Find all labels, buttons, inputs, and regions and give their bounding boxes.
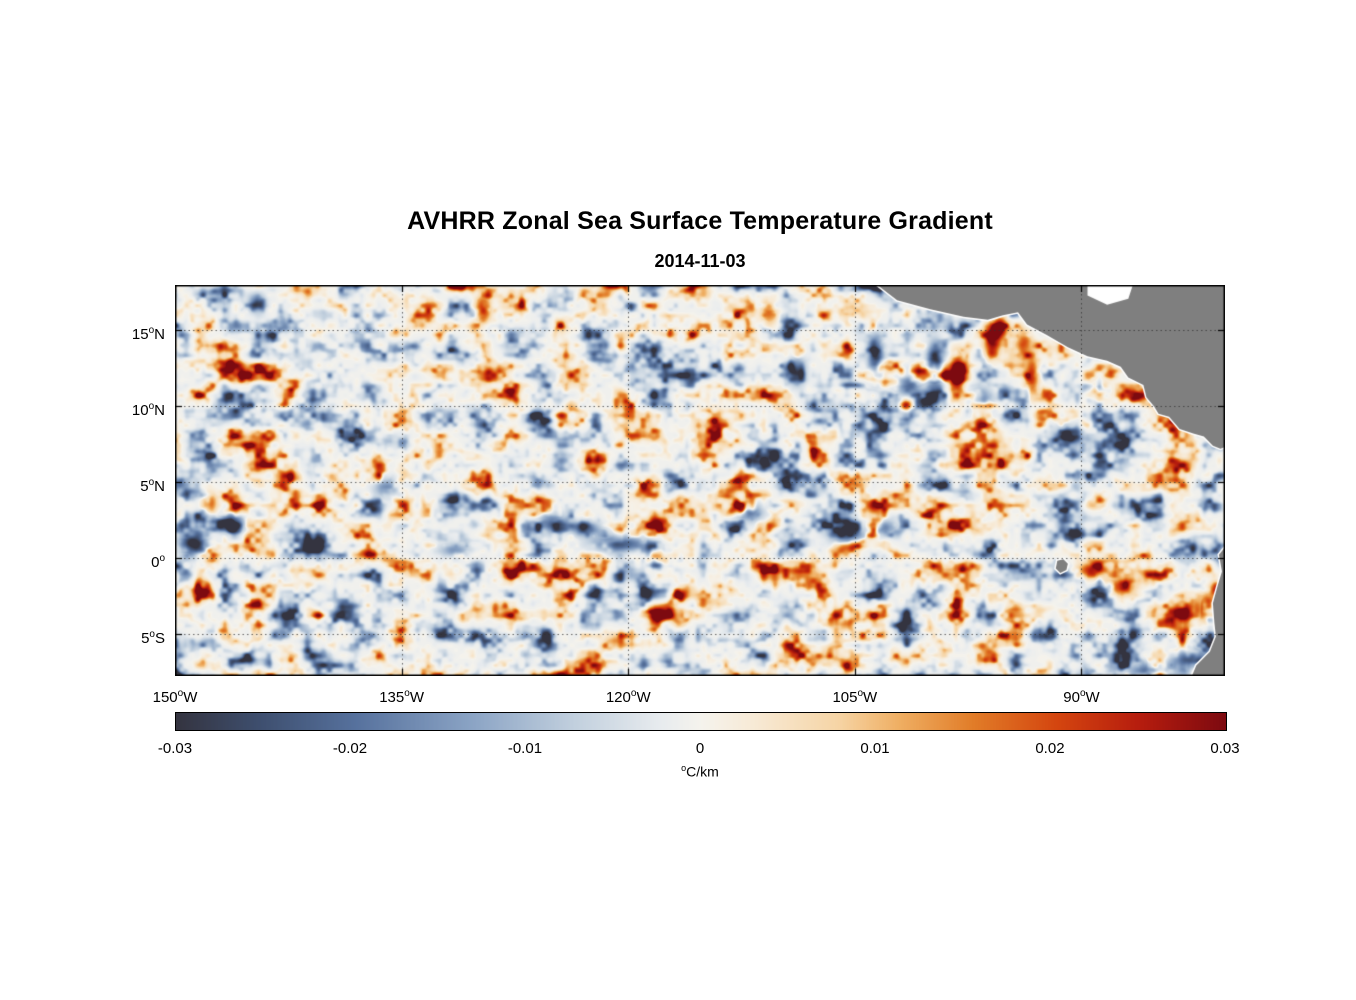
colorbar-tick-label: 0.01 <box>860 740 890 757</box>
lon-tick-label: 105oW <box>832 688 878 706</box>
lat-tick-label: 0o <box>151 552 165 571</box>
sst-gradient-heatmap <box>175 285 1225 676</box>
colorbar-tick-label: 0 <box>695 740 705 757</box>
colorbar-tick-label: -0.02 <box>332 740 368 757</box>
colorbar-unit-label: oC/km <box>681 763 719 780</box>
colorbar <box>175 712 1227 731</box>
chart-title: AVHRR Zonal Sea Surface Temperature Grad… <box>407 207 993 235</box>
colorbar-tick-label: -0.03 <box>157 740 193 757</box>
lat-tick-label: 15oN <box>131 325 165 344</box>
lon-tick-label: 135oW <box>379 688 424 706</box>
lon-tick-label: 120oW <box>605 688 651 706</box>
lon-tick-label: 90oW <box>1063 688 1100 706</box>
lat-tick-label: 10oN <box>131 401 165 420</box>
colorbar-tick-label: -0.01 <box>507 740 543 757</box>
colorbar-tick-label: 0.02 <box>1035 740 1065 757</box>
lat-tick-label: 5oS <box>141 628 165 647</box>
lon-tick-label: 150oW <box>152 688 198 706</box>
colorbar-tick-label: 0.03 <box>1210 740 1240 757</box>
chart-subtitle: 2014-11-03 <box>654 251 746 271</box>
lat-tick-label: 5oN <box>140 477 165 495</box>
